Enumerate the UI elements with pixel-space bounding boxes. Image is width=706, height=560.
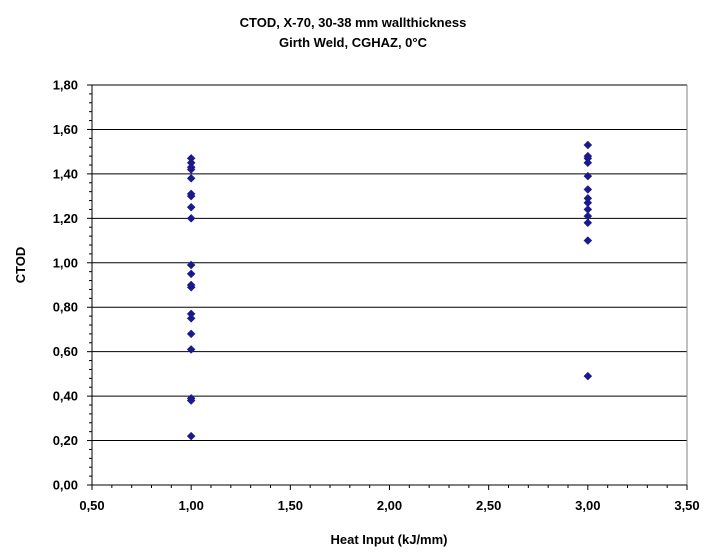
data-point — [187, 330, 195, 338]
data-point — [584, 159, 592, 167]
x-tick-label: 3,00 — [575, 498, 600, 513]
data-point — [584, 141, 592, 149]
tick-labels: 0,00 0,20 0,40 0,60 0,80 1,00 1,20 1,40 1,60 1,80… — [53, 78, 700, 514]
x-tick-label: 2,00 — [377, 498, 402, 513]
data-point — [584, 237, 592, 245]
data-point — [187, 261, 195, 269]
data-point — [187, 203, 195, 211]
y-axis-label: CTOD — [13, 247, 28, 284]
x-tick-label: 2,50 — [476, 498, 501, 513]
data-point — [584, 185, 592, 193]
y-tick-label: 0,20 — [53, 433, 78, 448]
data-points — [187, 141, 592, 440]
x-tick-label: 1,50 — [278, 498, 303, 513]
axes — [87, 85, 687, 490]
y-tick-label: 0,40 — [53, 389, 78, 404]
x-tick-label: 0,50 — [79, 498, 104, 513]
y-tick-label: 0,00 — [53, 478, 78, 493]
data-point — [187, 432, 195, 440]
data-point — [584, 372, 592, 380]
data-point — [187, 214, 195, 222]
x-axis-label: Heat Input (kJ/mm) — [330, 532, 447, 547]
x-tick-label: 1,00 — [179, 498, 204, 513]
data-point — [187, 174, 195, 182]
data-point — [187, 345, 195, 353]
grid-lines — [92, 85, 687, 441]
y-tick-label: 0,80 — [53, 300, 78, 315]
chart-title: CTOD, X-70, 30-38 mm wallthickness — [240, 15, 467, 30]
data-point — [187, 270, 195, 278]
y-tick-label: 1,40 — [53, 166, 78, 181]
y-tick-label: 0,60 — [53, 344, 78, 359]
data-point — [584, 172, 592, 180]
y-tick-label: 1,60 — [53, 122, 78, 137]
y-tick-label: 1,80 — [53, 78, 78, 93]
y-tick-label: 1,20 — [53, 211, 78, 226]
data-point — [584, 219, 592, 227]
x-tick-label: 3,50 — [674, 498, 699, 513]
chart-subtitle: Girth Weld, CGHAZ, 0°C — [279, 35, 428, 50]
data-point — [187, 314, 195, 322]
y-tick-label: 1,00 — [53, 255, 78, 270]
